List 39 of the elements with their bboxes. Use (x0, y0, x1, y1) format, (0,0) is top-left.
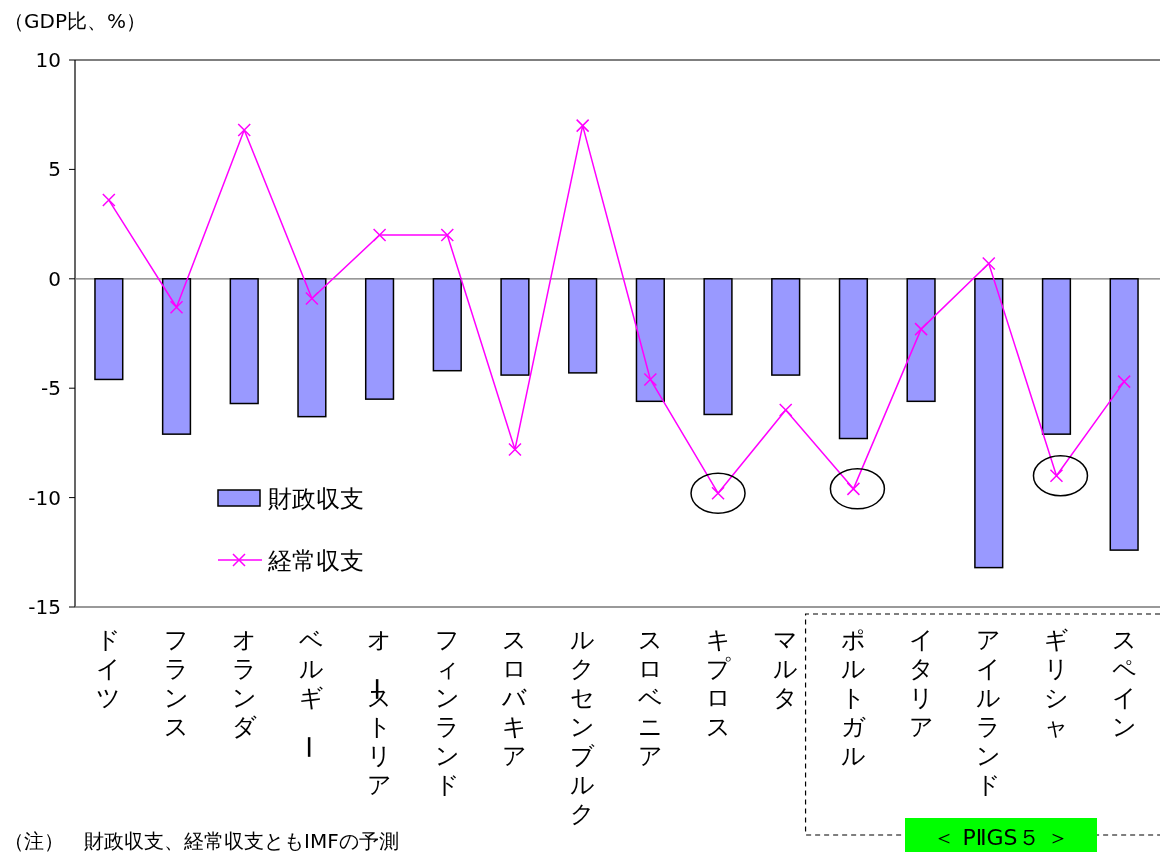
point (508, 442, 522, 457)
point (1117, 374, 1131, 389)
x-tick-label: ギリシャ (1043, 626, 1069, 741)
y-tick-label: -15 (28, 595, 61, 619)
x-tick-label: スペイン (1111, 626, 1137, 741)
x-tick-label: スロベニア (637, 626, 663, 770)
point (102, 193, 116, 207)
legend-label: 経常収支 (267, 547, 364, 575)
point (643, 372, 658, 387)
point (372, 228, 387, 242)
point (575, 118, 590, 133)
point (778, 403, 793, 417)
x-tick-label: キプロス (705, 626, 731, 741)
x-tick-label: ドイツ (96, 626, 122, 712)
point (169, 300, 184, 314)
x-tick-label: イタリア (908, 626, 934, 741)
y-tick-label: 10 (35, 48, 61, 72)
x-tick-label: フランス (164, 626, 190, 741)
y-tick-label: -10 (28, 485, 61, 510)
x-tick-label: ルクセンブルク (570, 626, 596, 828)
text: ＜ PⅡGS５ ＞ (933, 825, 1069, 850)
point (982, 256, 996, 271)
x-tick-label: マルタ (773, 626, 799, 712)
text: （注） 財政収支、経常収支ともIMFの予測 (4, 829, 399, 853)
point (440, 228, 455, 242)
y-tick-label: -5 (41, 376, 61, 401)
y-tick-label: 0 (48, 266, 61, 291)
point (237, 123, 251, 137)
y-tick-label: 5 (48, 157, 61, 182)
x-tick-label: フィンランド (434, 626, 460, 799)
point (914, 322, 928, 336)
x-tick-label: ポルトガル (840, 626, 866, 770)
legend-label: 財政収支 (268, 485, 364, 513)
x-tick-label: ベルギー (293, 626, 325, 759)
point (305, 291, 319, 306)
ylabel: （GDP比、%） (4, 9, 146, 33)
x-tick-label: オランダ (231, 626, 257, 741)
x-tick-label: スロバキア (501, 626, 528, 770)
x-tick-label: アイルランド (976, 626, 1002, 799)
